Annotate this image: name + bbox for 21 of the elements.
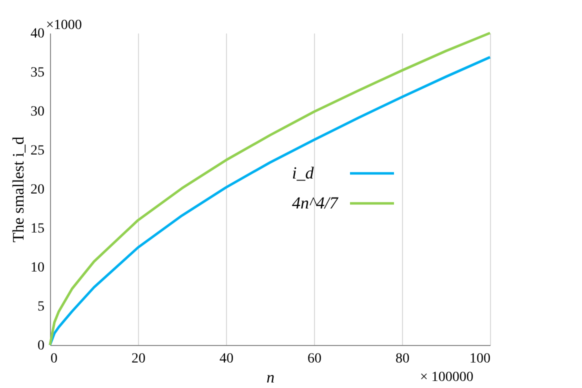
text: × 100000 [420, 370, 474, 385]
y-tick-label: 35 [30, 66, 44, 80]
y-tick-label: 25 [30, 144, 44, 158]
y-tick-label: 20 [30, 182, 44, 198]
y-tick-label: 5 [38, 300, 44, 314]
y-tick-label: 15 [30, 222, 44, 236]
x-tick-label: 40 [220, 352, 234, 366]
y-tick-label: 40 [30, 26, 44, 42]
y-tick-label: 30 [30, 104, 44, 120]
x-tick-label: 80 [396, 352, 410, 366]
y-axis-title: The smallest i_d [10, 136, 28, 242]
x-tick-label: 100 [470, 352, 490, 366]
x-tick-label: 60 [308, 352, 322, 366]
y-tick-label: 10 [30, 260, 44, 276]
legend-label: i_d [292, 163, 314, 182]
x-tick-label: 20 [132, 352, 146, 366]
text: ×1000 [46, 18, 82, 33]
x-tick-label: 0 [50, 352, 58, 366]
x-axis-title: n [266, 370, 274, 386]
legend-label: 4n^4/7 [292, 193, 340, 212]
y-tick-label: 0 [38, 338, 44, 354]
